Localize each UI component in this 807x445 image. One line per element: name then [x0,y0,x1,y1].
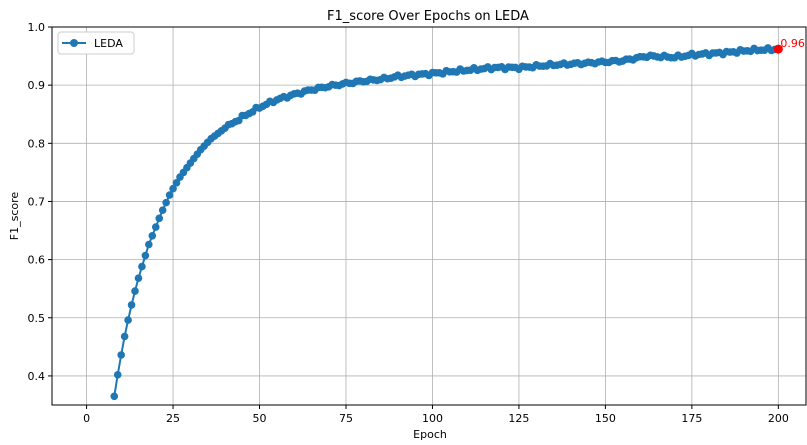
y-tick-label: 0.6 [28,254,46,267]
data-point [148,231,157,240]
final-point-marker [773,44,783,54]
x-tick-label: 25 [166,412,180,425]
grid [52,26,806,405]
y-tick-label: 0.7 [28,195,46,208]
data-point [138,262,146,271]
y-axis: 0.4 0.5 0.6 0.7 0.8 0.9 1.0 [28,21,52,383]
x-tick-label: 200 [768,412,789,425]
series-layer [110,44,783,401]
x-tick-label: 175 [681,412,702,425]
data-point [127,301,136,309]
data-point [155,214,164,223]
legend-box [57,31,135,55]
y-axis-label: F1_score [8,192,21,241]
data-point [131,287,139,295]
data-point [110,392,119,401]
y-tick-label: 0.8 [28,137,46,150]
data-point [124,316,132,324]
legend: LEDA [57,31,135,55]
data-point [113,370,122,379]
data-point [158,206,167,214]
x-tick-label: 100 [422,412,443,425]
y-tick-label: 0.9 [28,79,46,92]
x-axis-label: Epoch [413,428,447,441]
data-point [172,179,181,187]
plot-area-frame [51,26,807,406]
x-tick-label: 75 [339,412,353,425]
data-point [169,184,177,193]
data-point [134,274,143,283]
data-point [120,332,129,341]
final-value-label: 0.96 [780,37,805,50]
legend-marker [70,39,78,47]
data-point [151,223,160,231]
y-tick-label: 0.4 [28,370,46,383]
chart-title: F1_score Over Epochs on LEDA [327,9,529,24]
data-point [145,240,153,249]
data-point [162,198,170,207]
annotation: 0.96 [773,37,805,54]
x-tick-label: 125 [508,412,529,425]
x-tick-label: 150 [595,412,616,425]
y-tick-label: 0.5 [28,312,46,325]
legend-label: LEDA [94,37,123,50]
x-tick-label: 0 [83,412,90,425]
data-point [141,251,150,260]
x-tick-label: 50 [253,412,267,425]
x-axis: 0 25 50 75 100 125 150 175 200 [83,405,789,425]
data-point [117,351,125,359]
data-point [165,191,174,199]
y-tick-label: 1.0 [28,21,46,34]
